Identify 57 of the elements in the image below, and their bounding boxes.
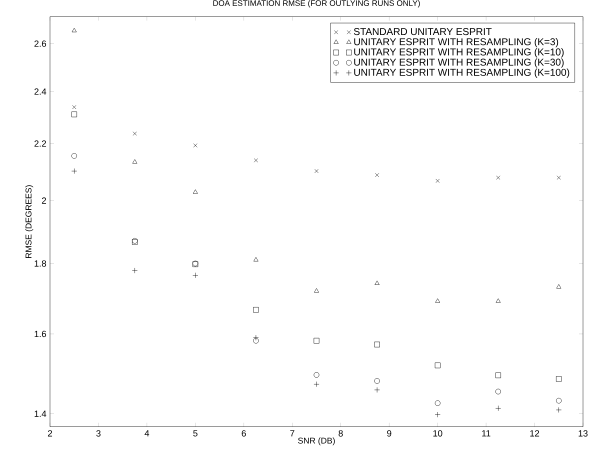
legend-label: STANDARD UNITARY ESPRIT (354, 28, 492, 36)
point (556, 376, 562, 382)
point (253, 338, 259, 344)
legend-label: UNITARY ESPRIT WITH RESAMPLING (K=30) (354, 58, 564, 68)
x-tick-label: 9 (387, 430, 392, 437)
point (314, 288, 319, 293)
point (72, 105, 76, 110)
x-tick-label: 2 (48, 430, 52, 436)
x-axis-title: SNR (DB) (298, 437, 335, 446)
point (434, 400, 440, 406)
point (496, 298, 501, 303)
x-tick-label: 3 (96, 430, 101, 437)
x-tick-label: 6 (242, 430, 246, 437)
y-tick-label: 2.6 (34, 40, 46, 47)
x-tick-label: 13 (578, 430, 588, 437)
point (434, 362, 440, 368)
point (132, 132, 137, 136)
point (192, 189, 198, 194)
point (71, 153, 78, 159)
point (436, 178, 440, 183)
y-tick-label: 2.4 (34, 88, 46, 95)
x-tick-label: 7 (290, 430, 294, 436)
x-tick-label: 8 (338, 430, 343, 437)
x-tick-label: 11 (482, 430, 490, 436)
x-tick-label: 12 (530, 430, 540, 436)
x-tick-label: 4 (144, 430, 150, 436)
point (556, 176, 561, 180)
point (253, 257, 258, 262)
legend-label: UNITARY ESPRIT WITH RESAMPLING (K=3) (354, 38, 558, 48)
point (495, 372, 502, 378)
x-tick-label: 5 (193, 430, 198, 436)
point (435, 298, 440, 303)
point (72, 28, 77, 32)
point (556, 284, 562, 288)
point (496, 176, 500, 180)
point (314, 372, 320, 378)
point (374, 280, 380, 285)
point (556, 398, 562, 404)
y-tick-label: 2.2 (34, 140, 46, 147)
point (374, 378, 380, 384)
point (314, 338, 320, 344)
legend-label: UNITARY ESPRIT WITH RESAMPLING (K=10) (354, 48, 564, 58)
y-tick-label: 1.6 (34, 330, 46, 338)
point (254, 158, 258, 162)
point (193, 143, 198, 148)
legend-label: UNITARY ESPRIT WITH RESAMPLING (K=100) (354, 68, 570, 78)
point (132, 159, 138, 164)
point (374, 342, 380, 348)
y-axis-title: RMSE (DEGREES) (25, 185, 34, 258)
y-tick-label: 1.4 (34, 410, 46, 417)
point (71, 112, 78, 118)
x-tick-label: 10 (433, 430, 442, 437)
point (314, 169, 319, 174)
y-tick-label: 1.8 (34, 260, 46, 267)
point (253, 306, 259, 313)
point (495, 388, 502, 394)
y-tick-label: 2 (42, 197, 46, 204)
